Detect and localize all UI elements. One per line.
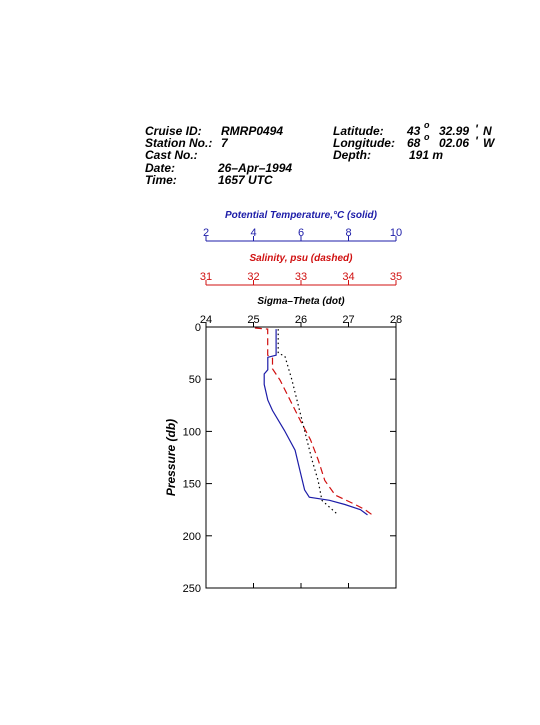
x-axis-title: Sigma–Theta (dot): [257, 296, 345, 307]
y-tick-label: 150: [183, 479, 201, 491]
label: Depth:: [333, 148, 371, 162]
value: ': [475, 122, 479, 136]
plot-frame: [205, 326, 397, 589]
y-tick-label: 100: [183, 426, 201, 438]
value: 43: [406, 124, 421, 138]
x-tick-label: 34: [342, 271, 354, 283]
header: Cruise ID: RMRP0494 Station No.: 7 Cast …: [145, 120, 496, 187]
value: ': [475, 134, 479, 148]
value: 26–Apr–1994: [217, 161, 292, 175]
x-tick-label: 26: [295, 314, 307, 326]
value: 191 m: [409, 148, 443, 162]
value: N: [483, 124, 492, 138]
x-tick-label: 25: [247, 314, 259, 326]
profile-line: [263, 329, 368, 516]
x-tick-label: 4: [250, 227, 256, 239]
x-tick-label: 32: [247, 271, 259, 283]
label: Time:: [145, 173, 177, 187]
value: 7: [221, 136, 229, 150]
label: Station No.:: [145, 136, 212, 150]
value: 1657 UTC: [218, 173, 273, 187]
x-tick-label: 8: [345, 227, 351, 239]
x-tick-label: 2: [203, 227, 209, 239]
x-tick-label: 31: [200, 271, 212, 283]
x-tick-label: 28: [390, 314, 402, 326]
y-tick-label: 250: [183, 583, 201, 595]
y-tick-label: 0: [195, 322, 201, 334]
value: 02.06: [439, 136, 469, 150]
label: Cast No.:: [145, 148, 198, 162]
y-axis-title: Pressure (db): [164, 419, 178, 496]
x-tick-label: 10: [390, 227, 402, 239]
profile-line: [277, 329, 339, 516]
x-tick-label: 33: [295, 271, 307, 283]
x-tick-label: 27: [342, 314, 354, 326]
value: RMRP0494: [221, 124, 283, 138]
label: Cruise ID:: [145, 124, 202, 138]
value: o: [424, 132, 430, 142]
profile-line: [254, 327, 373, 516]
label: Date:: [145, 161, 175, 175]
value: 68: [407, 136, 421, 150]
value: 32.99: [439, 124, 469, 138]
label: Longitude:: [333, 136, 395, 150]
x-tick-label: 6: [298, 227, 304, 239]
x-axis-title: Potential Temperature,°C (solid): [225, 210, 378, 221]
value: o: [424, 120, 430, 130]
y-tick-label: 50: [189, 374, 201, 386]
label: Latitude:: [333, 124, 384, 138]
y-tick-label: 200: [183, 531, 201, 543]
x-tick-label: 35: [390, 271, 402, 283]
x-tick-label: 24: [200, 314, 212, 326]
x-axis-title: Salinity, psu (dashed): [250, 253, 354, 264]
value: W: [483, 136, 496, 150]
